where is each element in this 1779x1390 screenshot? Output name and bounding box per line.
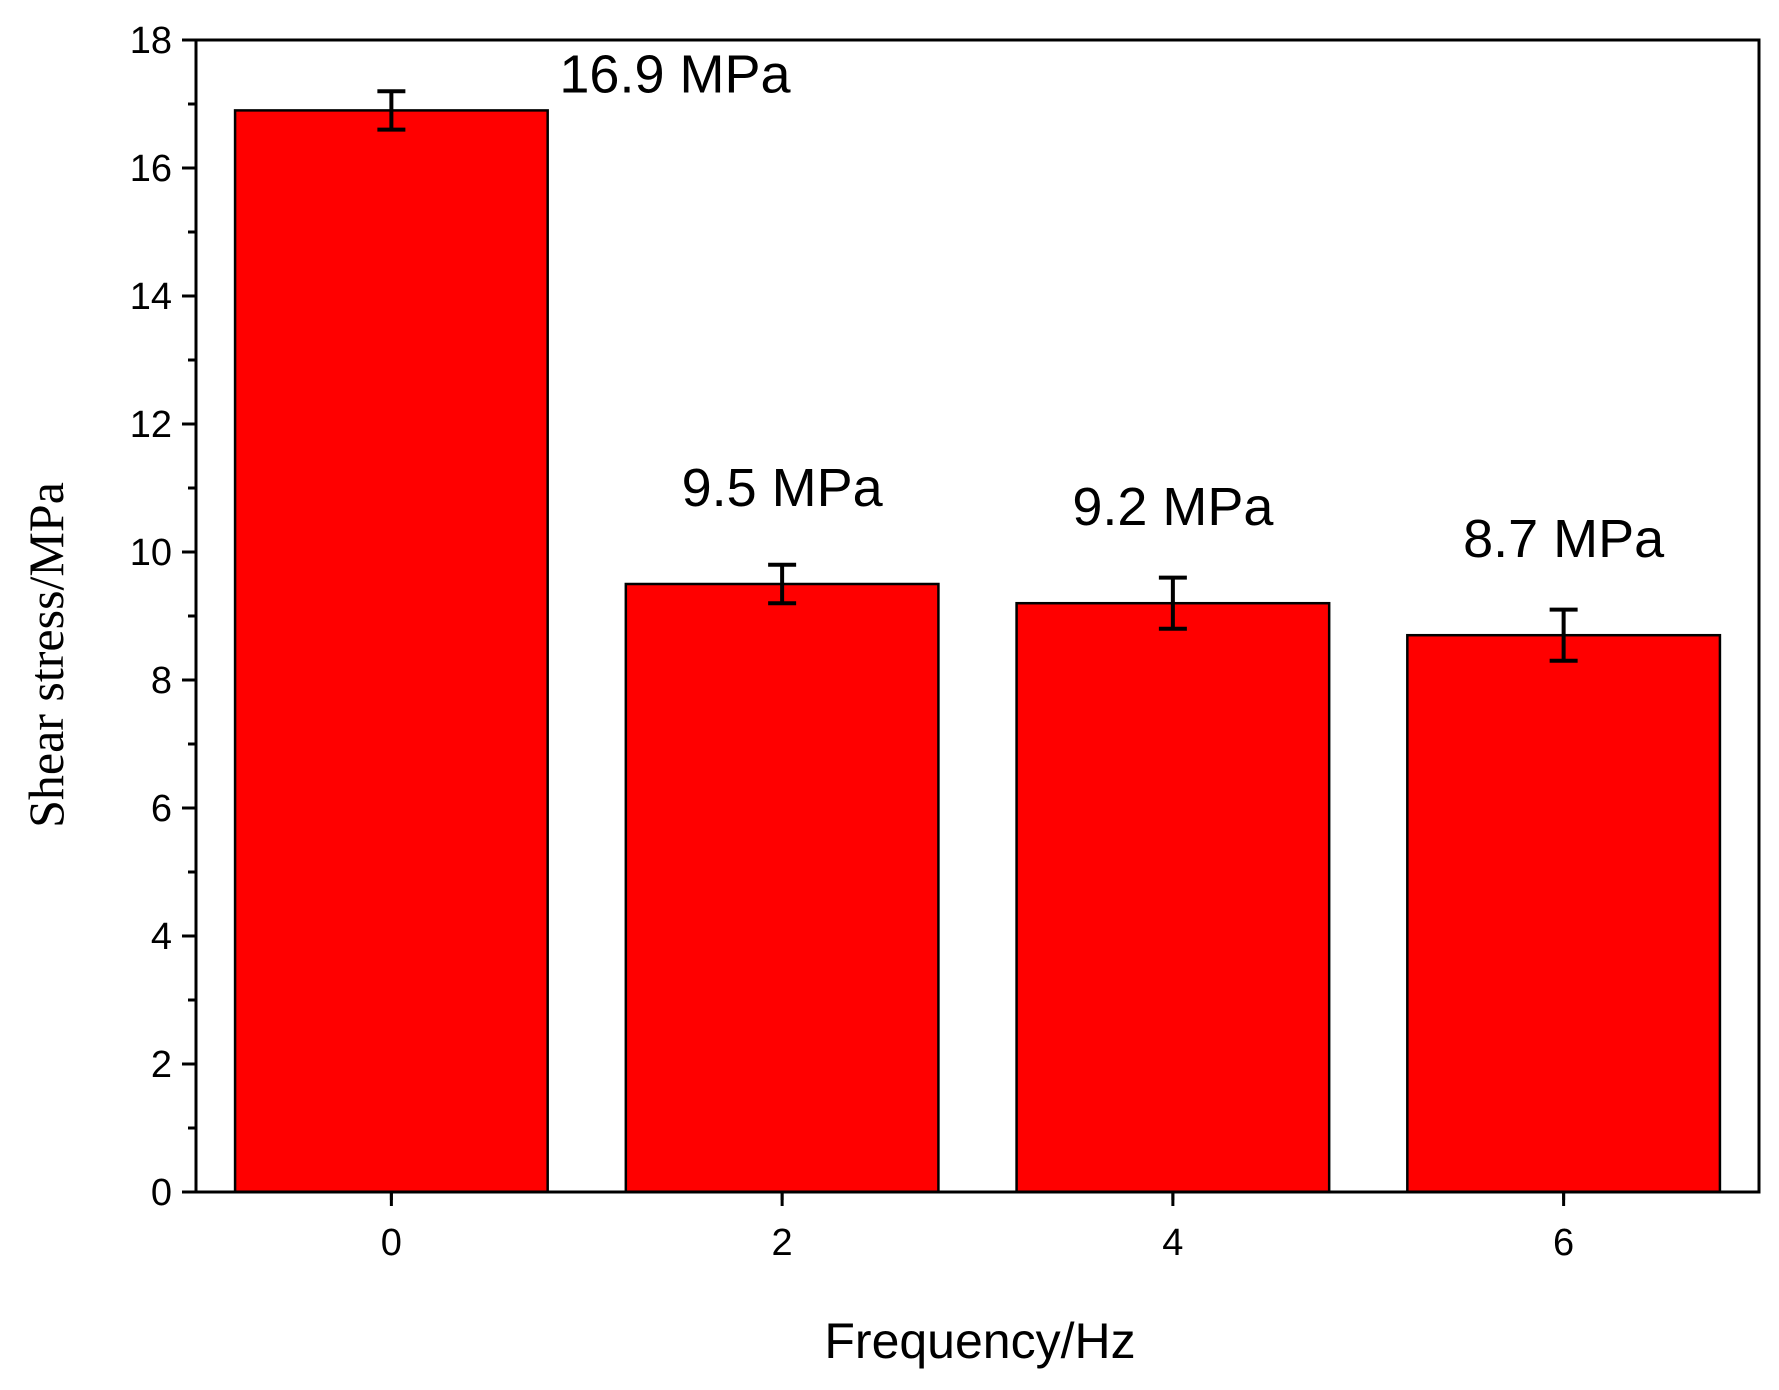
data-label-4: 9.2 MPa (1072, 477, 1274, 537)
y-tick-label: 10 (130, 532, 172, 574)
x-tick-label: 4 (1162, 1222, 1183, 1264)
x-axis: 0 2 4 6 (381, 1192, 1574, 1264)
data-labels-layer: 16.9 MPa 9.5 MPa 9.2 MPa 8.7 MPa (559, 44, 1665, 569)
data-label-2: 9.5 MPa (682, 458, 884, 518)
y-axis-title: Shear stress/MPa (18, 482, 74, 828)
y-tick-label: 16 (130, 148, 172, 190)
error-bars-layer (377, 89, 1578, 663)
y-tick-label: 14 (130, 276, 172, 318)
y-tick-label: 12 (130, 404, 172, 446)
x-tick-label: 0 (381, 1222, 402, 1264)
bar-2 (624, 582, 940, 1194)
data-label-0: 16.9 MPa (559, 44, 791, 104)
bars-layer (233, 109, 1722, 1194)
x-axis-title: Frequency/Hz (824, 1313, 1135, 1369)
y-tick-label: 6 (151, 788, 172, 830)
y-axis: 0 2 4 6 8 10 12 14 16 18 (130, 20, 196, 1214)
x-tick-label: 2 (772, 1222, 793, 1264)
bar-4 (1015, 601, 1331, 1194)
y-tick-label: 0 (151, 1172, 172, 1214)
y-tick-label: 2 (151, 1044, 172, 1086)
data-label-6: 8.7 MPa (1463, 509, 1665, 569)
x-tick-label: 6 (1553, 1222, 1574, 1264)
y-tick-label: 4 (151, 916, 172, 958)
bar-0 (233, 109, 549, 1194)
bar-6 (1406, 633, 1722, 1194)
y-tick-label: 8 (151, 660, 172, 702)
y-tick-label: 18 (130, 20, 172, 62)
